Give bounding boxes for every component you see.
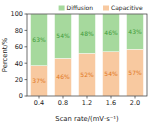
y-tick-label: 20 [15, 76, 23, 84]
x-tick-label: 2.0 [130, 99, 140, 107]
bar-segment [127, 14, 144, 49]
chart-root: 0 20 40 60 80 100 37% 63% 46% 54% 52% 48% 54% 46% 57% 4… [0, 0, 150, 125]
legend-label: Capacitive [111, 4, 143, 12]
y-tick [25, 96, 28, 97]
data-label: 48% [80, 30, 94, 37]
legend-swatch [59, 6, 65, 11]
y-tick [25, 79, 28, 80]
chart-svg: 0 20 40 60 80 100 37% 63% 46% 54% 52% 48% 54% 46% 57% 4… [0, 0, 150, 125]
legend: Capacitive Diffusion [59, 4, 143, 12]
y-tick-label: 40 [15, 60, 23, 68]
y-tick-label: 0 [19, 92, 23, 100]
data-label: 43% [128, 28, 142, 35]
data-label: 46% [56, 73, 70, 80]
data-label: 63% [32, 36, 46, 43]
bar-segment [103, 52, 120, 96]
y-tick-label: 60 [15, 43, 23, 51]
y-tick-label: 100 [11, 10, 23, 18]
bar-segment [79, 53, 96, 96]
bars [31, 14, 144, 96]
y-tick [25, 63, 28, 64]
data-label: 52% [80, 71, 94, 78]
bar-segment [79, 14, 96, 53]
y-axis-title: Percent/% [1, 37, 9, 72]
data-label: 54% [56, 32, 70, 39]
x-tick-label: 0.8 [58, 99, 68, 107]
y-tick-label: 80 [15, 27, 23, 35]
bar-segment [31, 14, 48, 66]
x-tick-label: 0.4 [34, 99, 44, 107]
data-label: 57% [128, 69, 142, 76]
bar-segment [127, 49, 144, 96]
y-tick [25, 46, 28, 47]
x-tick-label: 1.6 [106, 99, 116, 107]
bar-segment [55, 14, 72, 58]
y-tick [25, 14, 28, 15]
legend-swatch [103, 6, 109, 11]
x-tick-label: 1.2 [82, 99, 92, 107]
data-label: 54% [104, 70, 118, 77]
y-tick [25, 30, 28, 31]
legend-label: Diffusion [67, 4, 94, 11]
bar-segment [103, 14, 120, 52]
data-label: 37% [32, 77, 46, 84]
bar-segment [55, 58, 72, 96]
bar-segment [31, 66, 48, 96]
x-axis-title: Scan rate/(mV·s⁻¹) [55, 115, 119, 123]
plot-frame [27, 14, 147, 96]
data-label: 46% [104, 29, 118, 36]
